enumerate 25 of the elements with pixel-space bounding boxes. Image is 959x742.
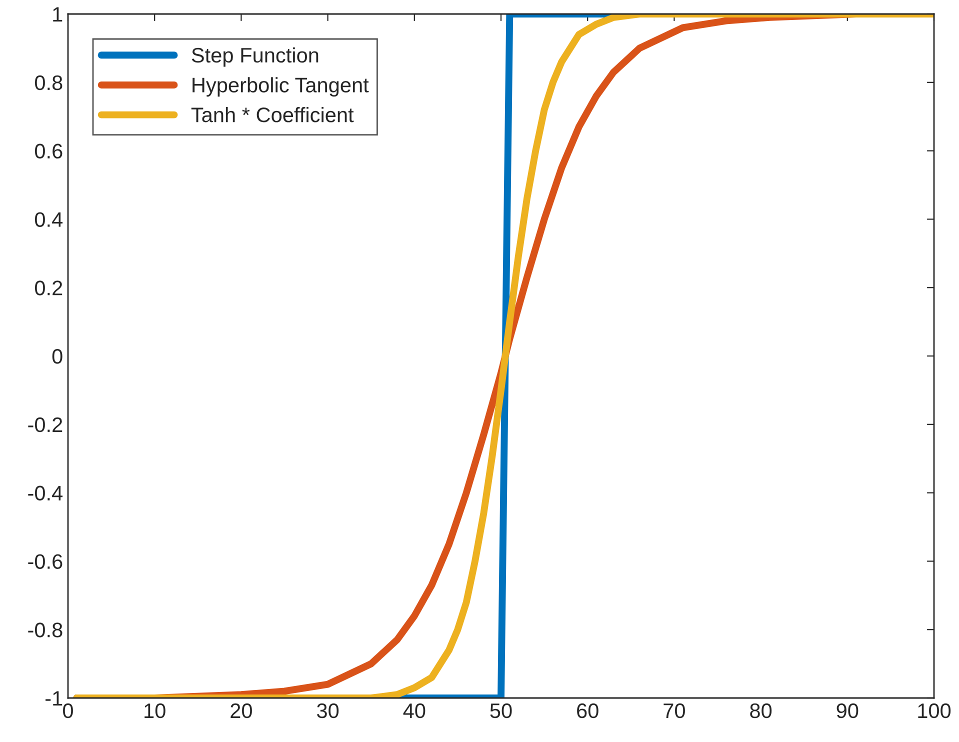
x-tick-label: 50 [490, 703, 512, 718]
x-tick-label: 90 [836, 703, 858, 718]
legend-label: Step Function [192, 47, 318, 67]
x-tick-label: 70 [664, 703, 685, 718]
x-tick-label: 0 [63, 703, 73, 718]
x-tick-label: 100 [918, 703, 951, 718]
y-tick-label: 1 [53, 7, 62, 22]
y-tick-label: 0 [52, 349, 62, 364]
x-tick-label: 60 [577, 703, 598, 718]
y-tick-label: 0.4 [34, 212, 63, 227]
x-tick-label: 80 [750, 703, 772, 718]
x-tick-label: 40 [403, 703, 426, 718]
y-tick-label: -0.6 [28, 554, 62, 569]
y-tick-label: 0.8 [34, 75, 62, 90]
x-tick-label: 20 [230, 703, 252, 718]
x-tick-label: 10 [144, 703, 166, 718]
y-tick-label: 0.6 [34, 144, 62, 159]
y-tick-label: -0.4 [28, 486, 63, 501]
legend-label: Tanh * Coefficient [191, 107, 354, 122]
y-tick-label: -1 [46, 691, 62, 706]
x-tick-label: 30 [317, 703, 339, 718]
legend-label: Hyperbolic Tangent [192, 77, 369, 97]
y-tick-label: 0.2 [34, 280, 62, 296]
y-tick-label: -0.8 [28, 622, 62, 638]
y-tick-label: -0.2 [28, 417, 62, 432]
